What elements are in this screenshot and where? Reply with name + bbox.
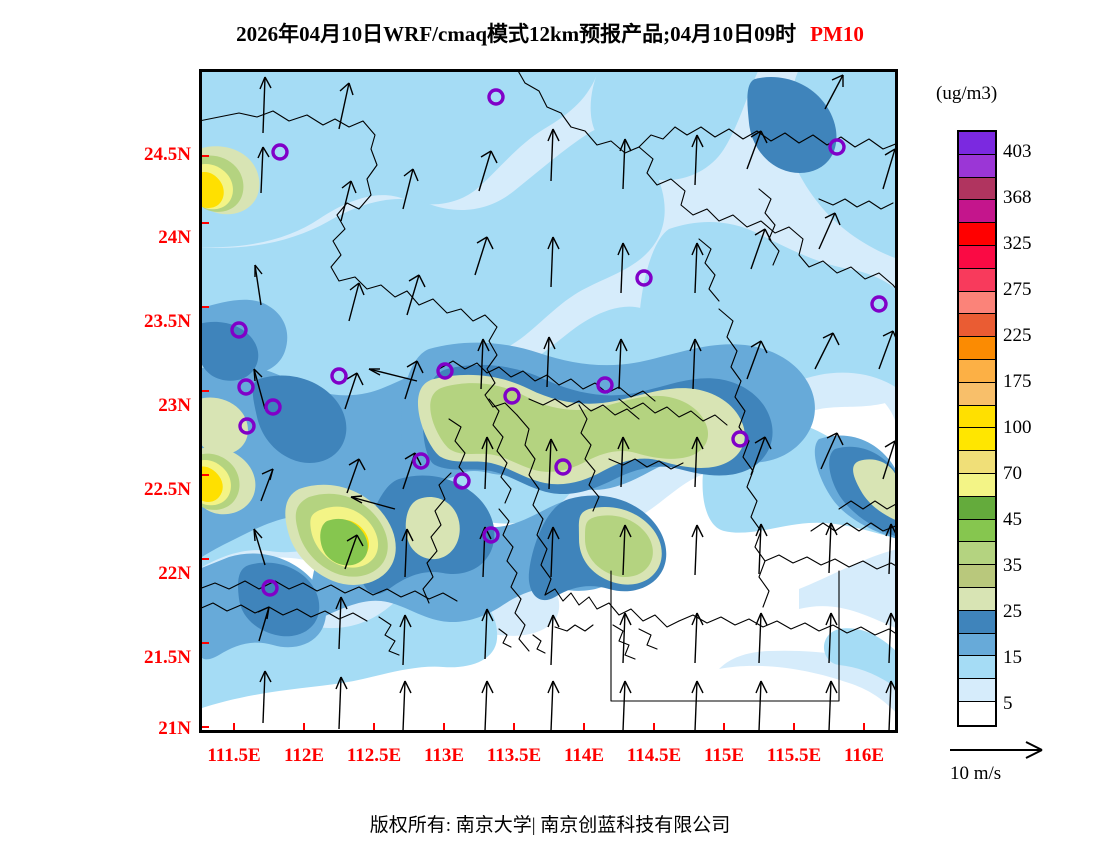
colorbar-label: 5	[1003, 693, 1013, 714]
x-axis-label-1: 112E	[283, 745, 325, 766]
y-axis-label-3: 23N	[158, 395, 191, 416]
station-marker	[731, 430, 749, 448]
x-axis-label-2: 112.5E	[346, 745, 402, 766]
wind-scale-label: 10 m/s	[950, 763, 1002, 784]
station-marker	[330, 367, 348, 385]
colorbar-band	[959, 154, 995, 178]
colorbar-label: 15	[1003, 647, 1022, 668]
colorbar-label: 35	[1003, 555, 1022, 576]
x-axis-label-3: 113E	[423, 745, 465, 766]
colorbar-band	[959, 314, 995, 338]
plot-frame	[199, 69, 898, 733]
station-marker	[238, 417, 256, 435]
colorbar-band	[959, 679, 995, 702]
station-marker	[412, 452, 430, 470]
colorbar-band	[959, 701, 995, 725]
colorbar-label: 70	[1003, 463, 1022, 484]
x-axis-label-0: 111.5E	[207, 745, 261, 766]
colorbar-band	[959, 496, 995, 520]
colorbar-band	[959, 656, 995, 680]
station-marker	[230, 321, 248, 339]
station-marker	[436, 362, 454, 380]
y-axis-label-5: 22N	[158, 563, 191, 584]
colorbar-band	[959, 610, 995, 634]
y-axis-label-6: 21.5N	[144, 647, 191, 668]
x-axis-label-5: 114E	[563, 745, 605, 766]
colorbar-band	[959, 428, 995, 452]
colorbar-label: 325	[1003, 233, 1032, 254]
station-marker	[635, 269, 653, 287]
colorbar-band	[959, 382, 995, 406]
wind-scale-key: 10 m/s	[946, 738, 1086, 794]
y-axis-label-7: 21N	[158, 718, 191, 739]
x-axis-label-4: 113.5E	[486, 745, 542, 766]
x-axis-label-9: 116E	[843, 745, 885, 766]
colorbar-label: 175	[1003, 371, 1032, 392]
colorbar-label: 275	[1003, 279, 1032, 300]
colorbar-band	[959, 200, 995, 224]
y-axis-label-0: 24.5N	[144, 144, 191, 165]
colorbar-unit-label: (ug/m3)	[936, 83, 998, 104]
colorbar-label: 368	[1003, 187, 1032, 208]
colorbar-band	[959, 177, 995, 201]
colorbar-band	[959, 132, 995, 155]
wind-vector-layer	[253, 74, 898, 732]
contour-fill-layer	[199, 69, 898, 733]
station-marker	[596, 376, 614, 394]
x-axis-label-7: 115E	[703, 745, 745, 766]
colorbar-label: 45	[1003, 509, 1022, 530]
colorbar-band	[959, 245, 995, 269]
station-marker	[271, 143, 289, 161]
colorbar-band	[959, 405, 995, 429]
station-marker	[503, 387, 521, 405]
colorbar-band	[959, 587, 995, 611]
station-marker	[870, 295, 888, 313]
map-plot-area[interactable]	[199, 69, 898, 733]
colorbar-label: 100	[1003, 417, 1032, 438]
title-pollutant-text: PM10	[810, 22, 864, 46]
wind-arrow-icon	[950, 741, 1043, 759]
colorbar-label: 403	[1003, 141, 1032, 162]
colorbar-band	[959, 451, 995, 474]
station-marker	[453, 472, 471, 490]
colorbar-band	[959, 519, 995, 543]
station-marker-layer[interactable]	[230, 88, 888, 597]
station-marker	[482, 526, 500, 544]
colorbar-band	[959, 542, 995, 566]
station-marker	[237, 378, 255, 396]
colorbar-band	[959, 268, 995, 292]
station-marker	[261, 579, 279, 597]
y-axis-label-1: 24N	[158, 227, 191, 248]
colorbar	[957, 130, 997, 727]
colorbar-band	[959, 359, 995, 383]
y-axis-label-2: 23.5N	[144, 311, 191, 332]
station-marker	[487, 88, 505, 106]
map-boundary-layer	[199, 69, 898, 702]
title-main-text: 2026年04月10日WRF/cmaq模式12km预报产品;04月10日09时	[236, 22, 797, 46]
colorbar-band	[959, 633, 995, 657]
x-axis-label-6: 114.5E	[626, 745, 682, 766]
station-marker	[828, 138, 846, 156]
chart-title: 2026年04月10日WRF/cmaq模式12km预报产品;04月10日09时 P…	[0, 18, 1100, 48]
colorbar-band	[959, 565, 995, 588]
colorbar-label: 25	[1003, 601, 1022, 622]
copyright-footer: 版权所有: 南京大学| 南京创蓝科技有限公司	[369, 815, 731, 836]
x-axis-label-8: 115.5E	[766, 745, 822, 766]
colorbar-band	[959, 223, 995, 246]
y-axis-label-4: 22.5N	[144, 479, 191, 500]
colorbar-band	[959, 337, 995, 360]
colorbar-band	[959, 291, 995, 315]
colorbar-band	[959, 473, 995, 497]
station-marker	[554, 458, 572, 476]
station-marker	[264, 398, 282, 416]
colorbar-label: 225	[1003, 325, 1032, 346]
